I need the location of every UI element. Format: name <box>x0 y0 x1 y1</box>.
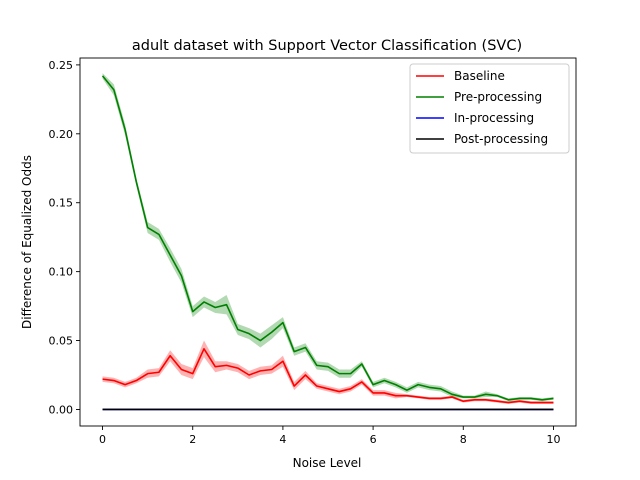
chart-title: adult dataset with Support Vector Classi… <box>132 38 522 54</box>
y-tick-label: 0.20 <box>49 128 74 141</box>
y-tick-label: 0.00 <box>49 403 74 416</box>
legend-label-pre-processing: Pre-processing <box>454 90 542 104</box>
x-axis-ticks: 0 2 4 6 8 10 <box>99 426 560 446</box>
legend-box <box>409 63 570 154</box>
y-tick-label: 0.25 <box>49 59 74 72</box>
y-axis-label: Difference of Equalized Odds <box>20 155 34 329</box>
axes-frame <box>79 57 577 427</box>
legend-label-post-processing: Post-processing <box>454 132 548 146</box>
x-tick-label: 8 <box>460 433 467 446</box>
legend-label-in-processing: In-processing <box>454 111 534 125</box>
y-tick-label: 0.10 <box>49 266 74 279</box>
x-tick-label: 10 <box>546 433 560 446</box>
series-lines <box>101 75 554 411</box>
legend-label-baseline: Baseline <box>454 69 505 83</box>
y-tick-label: 0.05 <box>49 335 74 348</box>
x-tick-label: 6 <box>370 433 377 446</box>
y-axis-ticks: 0.00 0.05 0.10 0.15 0.20 0.25 <box>49 59 80 416</box>
legend: Baseline Pre-processing In-processing Post-… <box>409 63 570 154</box>
x-axis-label: Noise Level <box>293 456 362 470</box>
y-tick-label: 0.15 <box>49 197 74 210</box>
x-tick-label: 2 <box>189 433 196 446</box>
series-line-baseline <box>102 348 554 404</box>
x-tick-label: 4 <box>279 433 286 446</box>
series-line-pre-processing <box>101 75 554 401</box>
x-tick-label: 0 <box>99 433 106 446</box>
